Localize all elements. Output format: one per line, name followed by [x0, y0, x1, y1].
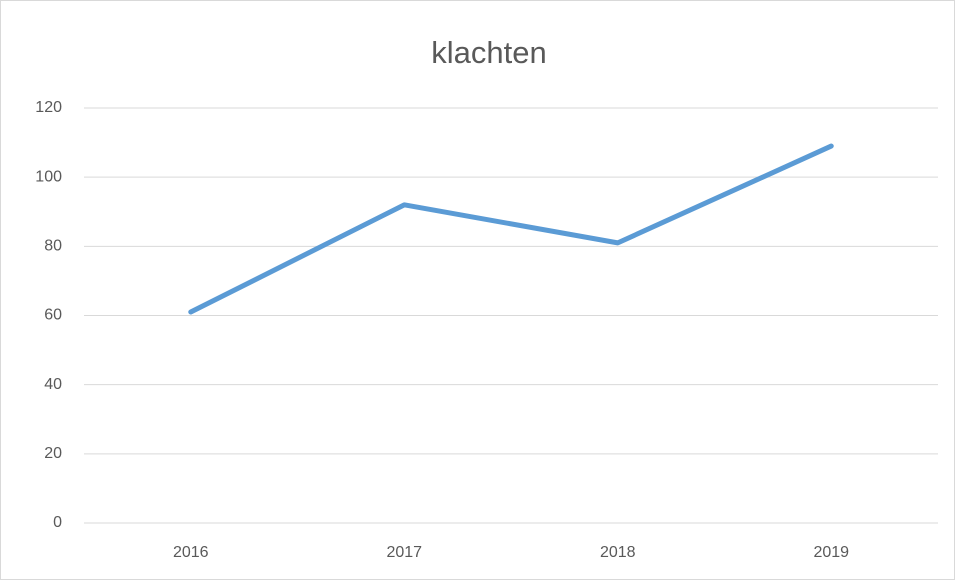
x-tick-label: 2017: [386, 544, 422, 561]
y-tick-label: 20: [44, 445, 62, 462]
chart-title: klachten: [431, 35, 546, 70]
y-tick-label: 120: [35, 99, 62, 116]
y-tick-label: 0: [53, 514, 62, 531]
y-tick-label: 60: [44, 307, 62, 324]
x-tick-label: 2018: [600, 544, 636, 561]
x-tick-label: 2019: [813, 544, 849, 561]
x-tick-label: 2016: [173, 544, 209, 561]
y-tick-label: 80: [44, 238, 62, 255]
y-tick-label: 100: [35, 168, 62, 185]
y-tick-label: 40: [44, 376, 62, 393]
line-series: [188, 143, 834, 315]
